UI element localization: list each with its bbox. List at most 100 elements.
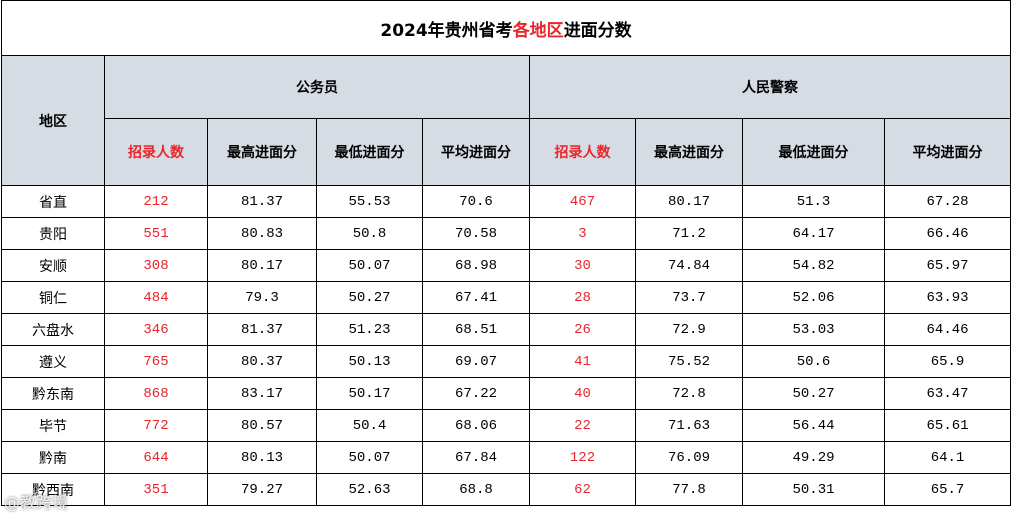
table-row: 安顺 308 80.17 50.07 68.98 30 74.84 54.82 65.97	[1, 249, 1011, 282]
min-score-cell: 52.63	[316, 473, 423, 506]
avg-score-cell: 65.9	[883, 345, 1011, 378]
table-row: 省直 212 81.37 55.53 70.6 467 80.17 51.3 67.28	[1, 185, 1011, 218]
max-score-cell: 71.63	[635, 409, 743, 442]
sub-header-recruits: 招录人数	[529, 118, 636, 186]
score-table: 2024年贵州省考各地区进面分数 地区 公务员 人民警察 招录人数 最高进面分 …	[0, 0, 1011, 506]
min-score-cell: 64.17	[742, 217, 885, 250]
recruits-cell: 62	[529, 473, 636, 506]
max-score-cell: 79.3	[207, 281, 317, 314]
sub-header-avg: 平均进面分	[883, 118, 1011, 186]
sub-header-row: 招录人数 最高进面分 最低进面分 平均进面分 招录人数 最高进面分 最低进面分 …	[2, 118, 1011, 186]
min-score-cell: 51.3	[742, 185, 885, 218]
table-row: 六盘水 346 81.37 51.23 68.51 26 72.9 53.03 64.46	[1, 313, 1011, 346]
max-score-cell: 81.37	[207, 313, 317, 346]
max-score-cell: 80.13	[207, 441, 317, 474]
title-highlight: 各地区	[512, 20, 564, 41]
recruits-cell: 467	[529, 185, 636, 218]
avg-score-cell: 64.46	[883, 313, 1011, 346]
max-score-cell: 72.9	[635, 313, 743, 346]
avg-score-cell: 65.61	[883, 409, 1011, 442]
max-score-cell: 80.83	[207, 217, 317, 250]
region-cell: 遵义	[1, 345, 105, 378]
region-cell: 六盘水	[1, 313, 105, 346]
recruits-cell: 122	[529, 441, 636, 474]
min-score-cell: 50.27	[742, 377, 885, 410]
min-score-cell: 50.31	[742, 473, 885, 506]
min-score-cell: 56.44	[742, 409, 885, 442]
region-header: 地区	[1, 55, 105, 186]
max-score-cell: 83.17	[207, 377, 317, 410]
title-row: 2024年贵州省考各地区进面分数	[0, 0, 1011, 56]
recruits-cell: 212	[104, 185, 208, 218]
min-score-cell: 55.53	[316, 185, 423, 218]
recruits-cell: 351	[104, 473, 208, 506]
group-header-police: 人民警察	[528, 55, 1011, 119]
recruits-cell: 644	[104, 441, 208, 474]
region-cell: 安顺	[1, 249, 105, 282]
region-cell: 黔东南	[1, 377, 105, 410]
table-title: 2024年贵州省考各地区进面分数	[0, 0, 1011, 56]
avg-score-cell: 69.07	[422, 345, 530, 378]
recruits-cell: 765	[104, 345, 208, 378]
min-score-cell: 53.03	[742, 313, 885, 346]
max-score-cell: 72.8	[635, 377, 743, 410]
max-score-cell: 81.37	[207, 185, 317, 218]
max-score-cell: 79.27	[207, 473, 317, 506]
avg-score-cell: 64.1	[883, 441, 1011, 474]
recruits-cell: 41	[529, 345, 636, 378]
avg-score-cell: 70.6	[422, 185, 530, 218]
min-score-cell: 50.27	[316, 281, 423, 314]
max-score-cell: 80.17	[207, 249, 317, 282]
min-score-cell: 50.13	[316, 345, 423, 378]
recruits-cell: 308	[104, 249, 208, 282]
sub-header-min: 最低进面分	[742, 118, 885, 186]
sub-header-avg: 平均进面分	[422, 118, 530, 186]
max-score-cell: 80.17	[635, 185, 743, 218]
avg-score-cell: 67.41	[422, 281, 530, 314]
table-row: 毕节 772 80.57 50.4 68.06 22 71.63 56.44 65.61	[1, 409, 1011, 442]
table-row: 遵义 765 80.37 50.13 69.07 41 75.52 50.6 65.9	[1, 345, 1011, 378]
region-cell: 贵阳	[1, 217, 105, 250]
min-score-cell: 50.8	[316, 217, 423, 250]
max-score-cell: 74.84	[635, 249, 743, 282]
max-score-cell: 75.52	[635, 345, 743, 378]
max-score-cell: 71.2	[635, 217, 743, 250]
max-score-cell: 80.57	[207, 409, 317, 442]
region-cell: 省直	[1, 185, 105, 218]
title-suffix: 进面分数	[563, 20, 632, 41]
min-score-cell: 51.23	[316, 313, 423, 346]
min-score-cell: 50.17	[316, 377, 423, 410]
recruits-cell: 868	[104, 377, 208, 410]
avg-score-cell: 70.58	[422, 217, 530, 250]
min-score-cell: 52.06	[742, 281, 885, 314]
recruits-cell: 30	[529, 249, 636, 282]
table-row: 黔西南 351 79.27 52.63 68.8 62 77.8 50.31 65.7	[1, 473, 1011, 506]
table-row: 黔南 644 80.13 50.07 67.84 122 76.09 49.29 64.1	[1, 441, 1011, 474]
avg-score-cell: 68.51	[422, 313, 530, 346]
avg-score-cell: 67.28	[883, 185, 1011, 218]
max-score-cell: 76.09	[635, 441, 743, 474]
recruits-cell: 26	[529, 313, 636, 346]
recruits-cell: 551	[104, 217, 208, 250]
recruits-cell: 346	[104, 313, 208, 346]
region-cell: 黔南	[1, 441, 105, 474]
avg-score-cell: 66.46	[883, 217, 1011, 250]
avg-score-cell: 67.84	[422, 441, 530, 474]
recruits-cell: 22	[529, 409, 636, 442]
min-score-cell: 50.6	[742, 345, 885, 378]
max-score-cell: 73.7	[635, 281, 743, 314]
sub-header-min: 最低进面分	[316, 118, 423, 186]
recruits-cell: 772	[104, 409, 208, 442]
max-score-cell: 77.8	[635, 473, 743, 506]
sub-header-max: 最高进面分	[207, 118, 317, 186]
recruits-cell: 40	[529, 377, 636, 410]
min-score-cell: 49.29	[742, 441, 885, 474]
min-score-cell: 50.4	[316, 409, 423, 442]
min-score-cell: 50.07	[316, 441, 423, 474]
region-cell: 铜仁	[1, 281, 105, 314]
title-prefix: 2024年贵州省考	[380, 20, 513, 41]
table-row: 黔东南 868 83.17 50.17 67.22 40 72.8 50.27 63.47	[1, 377, 1011, 410]
avg-score-cell: 63.47	[883, 377, 1011, 410]
region-cell: 黔西南	[1, 473, 105, 506]
